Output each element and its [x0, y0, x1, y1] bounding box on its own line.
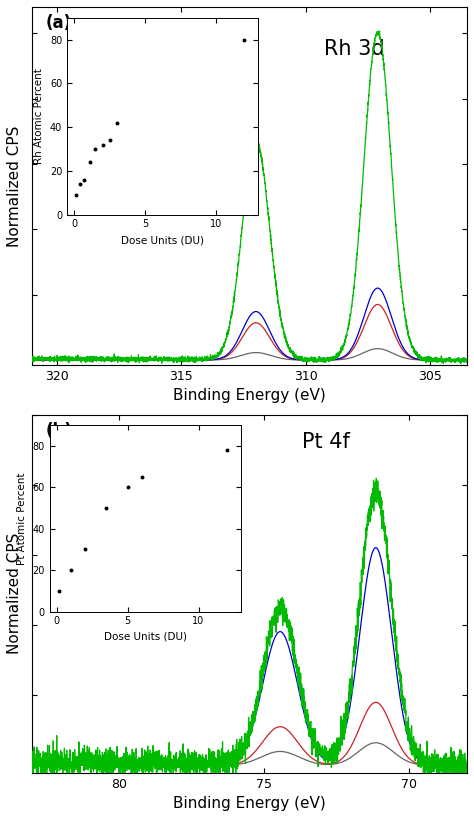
Text: Rh 3d: Rh 3d [324, 39, 384, 59]
Y-axis label: Normalized CPS: Normalized CPS [7, 125, 22, 247]
Text: Pt 4f: Pt 4f [302, 433, 350, 452]
Y-axis label: Normalized CPS: Normalized CPS [7, 533, 22, 654]
X-axis label: Binding Energy (eV): Binding Energy (eV) [173, 389, 326, 403]
X-axis label: Binding Energy (eV): Binding Energy (eV) [173, 796, 326, 811]
Text: (b): (b) [46, 422, 72, 440]
Text: (a): (a) [46, 14, 72, 32]
